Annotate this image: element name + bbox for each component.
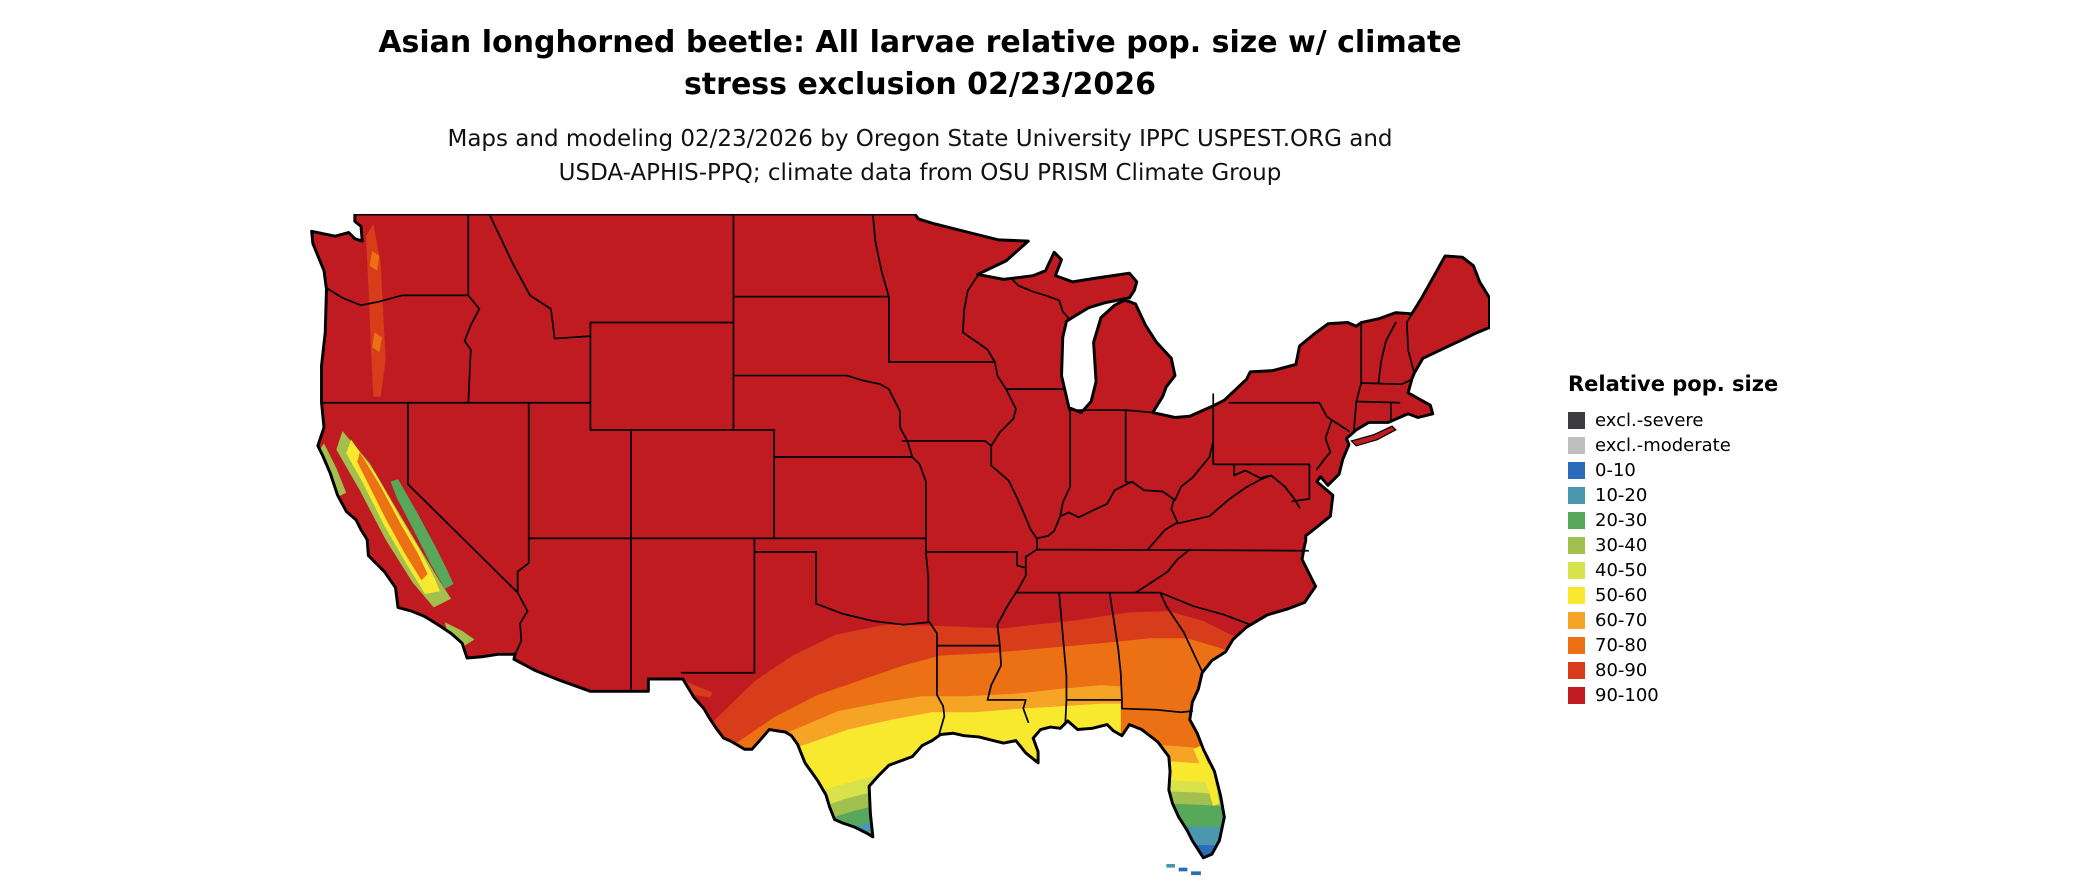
legend-item-label: 20-30: [1595, 510, 1648, 531]
legend-title: Relative pop. size: [1568, 372, 1779, 396]
legend-item-label: 10-20: [1595, 485, 1648, 506]
legend-swatch: [1568, 462, 1585, 479]
legend-swatch: [1568, 662, 1585, 679]
chart-title: Asian longhorned beetle: All larvae rela…: [0, 22, 1840, 106]
legend-item-label: excl.-severe: [1595, 410, 1704, 431]
legend-item-label: 70-80: [1595, 635, 1648, 656]
legend-swatch: [1568, 637, 1585, 654]
raster-zones: [311, 214, 1490, 858]
chart-subtitle: Maps and modeling 02/23/2026 by Oregon S…: [0, 122, 1840, 190]
zone-cascade-patch-south: [372, 332, 382, 353]
legend-item: 0-10: [1568, 458, 1778, 483]
title-line-2: stress exclusion 02/23/2026: [683, 67, 1157, 102]
state-boundaries: [320, 213, 1416, 735]
zone-20-30-texas: [626, 798, 947, 858]
legend-swatch: [1568, 562, 1585, 579]
zone-cascade-patch-north: [369, 251, 380, 271]
legend-item-label: excl.-moderate: [1595, 435, 1731, 456]
legend-item: 10-20: [1568, 483, 1778, 508]
us-map: [305, 212, 1491, 880]
legend-swatch: [1568, 587, 1585, 604]
legend-item-label: 40-50: [1595, 560, 1648, 581]
zone-sierra-crest: [390, 479, 454, 589]
us-map-svg: [310, 212, 1491, 876]
legend-swatch: [1568, 687, 1585, 704]
legend-item: 90-100: [1568, 683, 1778, 708]
zone-40-50-texas: [558, 769, 947, 858]
legend-swatch: [1568, 487, 1585, 504]
legend-swatch: [1568, 612, 1585, 629]
legend-item: 60-70: [1568, 608, 1778, 633]
legend-item: excl.-severe: [1568, 408, 1778, 433]
legend-swatch: [1568, 537, 1585, 554]
legend-items: excl.-severe excl.-moderate 0-10 10-20 2…: [1568, 408, 1778, 708]
legend-item-label: 60-70: [1595, 610, 1648, 631]
legend-item-label: 0-10: [1595, 460, 1636, 481]
zone-florida-east-coast-strip: [1193, 745, 1220, 806]
legend-item: 30-40: [1568, 533, 1778, 558]
key-island-3: [1191, 871, 1201, 876]
zone-norcal-coast-range: [319, 443, 347, 498]
key-island-1: [1166, 863, 1175, 868]
us-outline: [310, 212, 1491, 860]
legend-item: 50-60: [1568, 583, 1778, 608]
zone-cascades: [365, 223, 386, 397]
legend-item-label: 90-100: [1595, 685, 1659, 706]
legend-item-label: 80-90: [1595, 660, 1648, 681]
zone-10-20-texas-tip: [675, 815, 947, 858]
legend-item-label: 30-40: [1595, 535, 1648, 556]
long-island: [1350, 425, 1397, 447]
legend-swatch: [1568, 512, 1585, 529]
legend-item: 40-50: [1568, 558, 1778, 583]
zone-10-20-florida: [1154, 825, 1293, 858]
florida-keys: [1166, 863, 1201, 876]
zone-socal-mountains: [444, 622, 475, 646]
subtitle-line-2: USDA-APHIS-PPQ; climate data from OSU PR…: [558, 160, 1282, 186]
legend-item: excl.-moderate: [1568, 433, 1778, 458]
zone-30-40-texas: [601, 783, 947, 858]
legend-item: 80-90: [1568, 658, 1778, 683]
title-line-1: Asian longhorned beetle: All larvae rela…: [378, 25, 1462, 60]
legend: Relative pop. size excl.-severe excl.-mo…: [1568, 372, 1778, 708]
zone-0-10-florida-tip: [1166, 844, 1293, 858]
legend-swatch: [1568, 437, 1585, 454]
zone-90-100-base: [311, 214, 1490, 858]
legend-item: 20-30: [1568, 508, 1778, 533]
legend-item-label: 50-60: [1595, 585, 1648, 606]
legend-swatch: [1568, 412, 1585, 429]
zone-california-central-valley: [357, 452, 428, 581]
subtitle-line-1: Maps and modeling 02/23/2026 by Oregon S…: [447, 126, 1393, 152]
legend-item: 70-80: [1568, 633, 1778, 658]
key-island-2: [1178, 867, 1188, 872]
